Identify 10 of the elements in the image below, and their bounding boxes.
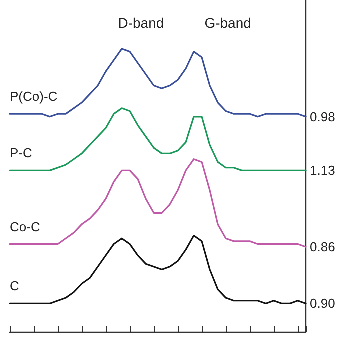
text: 1.13	[310, 163, 336, 178]
series-label: C	[10, 278, 20, 294]
text: G-band	[204, 15, 252, 31]
text: 0.86	[310, 240, 336, 255]
series-label: P(Co)-C	[10, 89, 58, 104]
series-label: P-C	[10, 146, 32, 161]
text: 0.98	[310, 109, 336, 124]
text: 0.90	[310, 296, 336, 312]
series-label: Co-C	[10, 219, 40, 234]
text: D-band	[118, 15, 164, 31]
